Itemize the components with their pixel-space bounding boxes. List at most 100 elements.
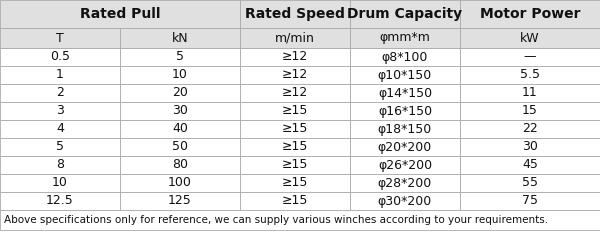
Bar: [120, 120, 240, 138]
Text: 30: 30: [522, 141, 538, 154]
Text: 75: 75: [522, 194, 538, 208]
Text: 20: 20: [172, 87, 188, 99]
Text: ≥12: ≥12: [282, 51, 308, 63]
Bar: [0, 48, 120, 66]
Bar: [120, 138, 240, 156]
Text: kW: kW: [520, 31, 540, 44]
Text: ≥12: ≥12: [282, 68, 308, 82]
Bar: [460, 156, 600, 174]
Bar: [240, 192, 350, 210]
Text: Above specifications only for reference, we can supply various winches according: Above specifications only for reference,…: [4, 215, 548, 225]
Bar: [350, 120, 460, 138]
Bar: [0, 138, 120, 156]
Bar: [0, 0, 240, 28]
Bar: [120, 102, 240, 120]
Bar: [460, 174, 600, 192]
Bar: [350, 28, 460, 48]
Bar: [350, 138, 460, 156]
Bar: [120, 66, 240, 84]
Text: m/min: m/min: [275, 31, 315, 44]
Text: φmm*m: φmm*m: [380, 31, 430, 44]
Text: ≥15: ≥15: [282, 104, 308, 118]
Bar: [240, 156, 350, 174]
Text: 10: 10: [52, 177, 68, 189]
Text: Rated Speed: Rated Speed: [245, 7, 345, 21]
Text: 50: 50: [172, 141, 188, 154]
Bar: [240, 48, 350, 66]
Bar: [460, 66, 600, 84]
Bar: [460, 102, 600, 120]
Text: 30: 30: [172, 104, 188, 118]
Text: 8: 8: [56, 158, 64, 172]
Bar: [460, 0, 600, 28]
Bar: [350, 174, 460, 192]
Bar: [0, 210, 600, 230]
Bar: [460, 28, 600, 48]
Text: 55: 55: [522, 177, 538, 189]
Bar: [120, 192, 240, 210]
Bar: [460, 192, 600, 210]
Text: φ16*150: φ16*150: [378, 104, 432, 118]
Bar: [240, 66, 350, 84]
Bar: [350, 0, 460, 28]
Bar: [0, 102, 120, 120]
Text: φ30*200: φ30*200: [378, 194, 432, 208]
Text: 4: 4: [56, 123, 64, 135]
Text: Motor Power: Motor Power: [480, 7, 580, 21]
Text: φ28*200: φ28*200: [378, 177, 432, 189]
Text: Rated Pull: Rated Pull: [80, 7, 160, 21]
Text: 3: 3: [56, 104, 64, 118]
Text: 15: 15: [522, 104, 538, 118]
Text: 22: 22: [522, 123, 538, 135]
Bar: [350, 102, 460, 120]
Text: 2: 2: [56, 87, 64, 99]
Text: ≥12: ≥12: [282, 87, 308, 99]
Text: kN: kN: [172, 31, 188, 44]
Text: Drum Capacity: Drum Capacity: [347, 7, 463, 21]
Text: 45: 45: [522, 158, 538, 172]
Text: φ8*100: φ8*100: [382, 51, 428, 63]
Bar: [240, 174, 350, 192]
Bar: [0, 156, 120, 174]
Bar: [460, 84, 600, 102]
Text: 5.5: 5.5: [520, 68, 540, 82]
Text: φ20*200: φ20*200: [378, 141, 432, 154]
Bar: [350, 66, 460, 84]
Text: T: T: [56, 31, 64, 44]
Text: 125: 125: [168, 194, 192, 208]
Text: —: —: [524, 51, 536, 63]
Bar: [460, 138, 600, 156]
Text: ≥15: ≥15: [282, 123, 308, 135]
Text: ≥15: ≥15: [282, 158, 308, 172]
Text: 1: 1: [56, 68, 64, 82]
Text: 40: 40: [172, 123, 188, 135]
Text: 11: 11: [522, 87, 538, 99]
Text: φ18*150: φ18*150: [378, 123, 432, 135]
Bar: [350, 48, 460, 66]
Text: ≥15: ≥15: [282, 141, 308, 154]
Bar: [0, 192, 120, 210]
Bar: [240, 0, 350, 28]
Text: 0.5: 0.5: [50, 51, 70, 63]
Bar: [0, 174, 120, 192]
Bar: [350, 156, 460, 174]
Bar: [120, 174, 240, 192]
Bar: [0, 66, 120, 84]
Bar: [0, 28, 120, 48]
Text: 5: 5: [56, 141, 64, 154]
Bar: [0, 84, 120, 102]
Text: 5: 5: [176, 51, 184, 63]
Bar: [120, 84, 240, 102]
Bar: [240, 84, 350, 102]
Bar: [240, 28, 350, 48]
Text: ≥15: ≥15: [282, 194, 308, 208]
Bar: [350, 192, 460, 210]
Text: 80: 80: [172, 158, 188, 172]
Bar: [460, 120, 600, 138]
Text: φ14*150: φ14*150: [378, 87, 432, 99]
Bar: [0, 120, 120, 138]
Text: φ10*150: φ10*150: [378, 68, 432, 82]
Text: φ26*200: φ26*200: [378, 158, 432, 172]
Text: ≥15: ≥15: [282, 177, 308, 189]
Bar: [120, 156, 240, 174]
